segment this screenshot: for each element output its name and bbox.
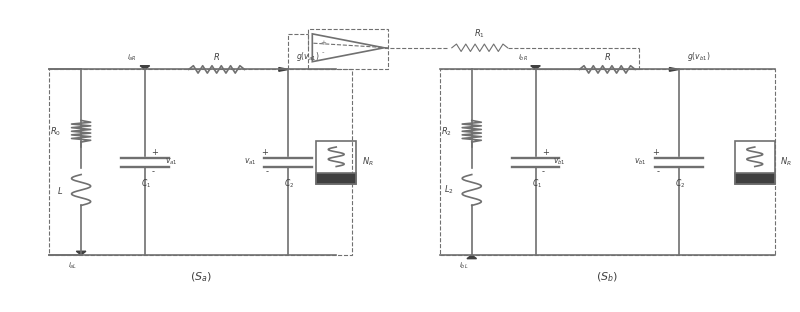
Text: $v_{a1}$: $v_{a1}$ xyxy=(165,157,178,168)
Polygon shape xyxy=(279,68,288,71)
Text: $L$: $L$ xyxy=(58,184,63,196)
Text: $R$: $R$ xyxy=(604,51,610,62)
Text: $i_{aR}$: $i_{aR}$ xyxy=(127,53,137,63)
Polygon shape xyxy=(467,255,477,259)
Text: $R_0$: $R_0$ xyxy=(50,125,61,138)
Bar xyxy=(316,173,356,184)
Text: $i_{bL}$: $i_{bL}$ xyxy=(459,261,469,271)
Bar xyxy=(50,69,352,255)
Polygon shape xyxy=(670,68,679,71)
Text: $g(v_{a1})$: $g(v_{a1})$ xyxy=(296,50,320,63)
Text: $v_{b1}$: $v_{b1}$ xyxy=(553,157,566,168)
Text: $N_R$: $N_R$ xyxy=(780,156,792,168)
Text: -: - xyxy=(656,167,659,176)
Text: $v_{a1}$: $v_{a1}$ xyxy=(244,157,257,168)
Text: $g(v_{b1})$: $g(v_{b1})$ xyxy=(687,50,710,63)
Text: $R_2$: $R_2$ xyxy=(441,125,452,138)
Text: $N_R$: $N_R$ xyxy=(362,156,374,168)
Bar xyxy=(735,140,774,184)
Text: +: + xyxy=(151,149,158,158)
Text: $i_{bR}$: $i_{bR}$ xyxy=(518,53,527,63)
Bar xyxy=(308,29,388,69)
Text: $C_2$: $C_2$ xyxy=(675,178,686,190)
Text: +: + xyxy=(542,149,549,158)
Polygon shape xyxy=(76,251,86,255)
Text: -: - xyxy=(266,167,269,176)
Text: -: - xyxy=(542,167,545,176)
Text: $(S_a)$: $(S_a)$ xyxy=(190,271,212,284)
Text: $R_1$: $R_1$ xyxy=(474,27,485,40)
Text: +: + xyxy=(262,149,269,158)
Bar xyxy=(440,69,774,255)
Text: $R$: $R$ xyxy=(213,51,220,62)
Text: $i_{aL}$: $i_{aL}$ xyxy=(69,261,78,271)
Text: $v_{b1}$: $v_{b1}$ xyxy=(634,157,647,168)
Text: $C_1$: $C_1$ xyxy=(531,178,542,190)
Bar xyxy=(316,140,356,184)
Polygon shape xyxy=(140,66,150,69)
Text: $C_1$: $C_1$ xyxy=(141,178,151,190)
Text: +: + xyxy=(320,40,326,46)
Bar xyxy=(735,173,774,184)
Text: -: - xyxy=(151,167,154,176)
Polygon shape xyxy=(530,66,540,69)
Text: $C_2$: $C_2$ xyxy=(285,178,294,190)
Text: -: - xyxy=(322,50,324,56)
Text: $L_2$: $L_2$ xyxy=(444,184,454,196)
Text: $(S_b)$: $(S_b)$ xyxy=(596,271,618,284)
Text: +: + xyxy=(652,149,659,158)
